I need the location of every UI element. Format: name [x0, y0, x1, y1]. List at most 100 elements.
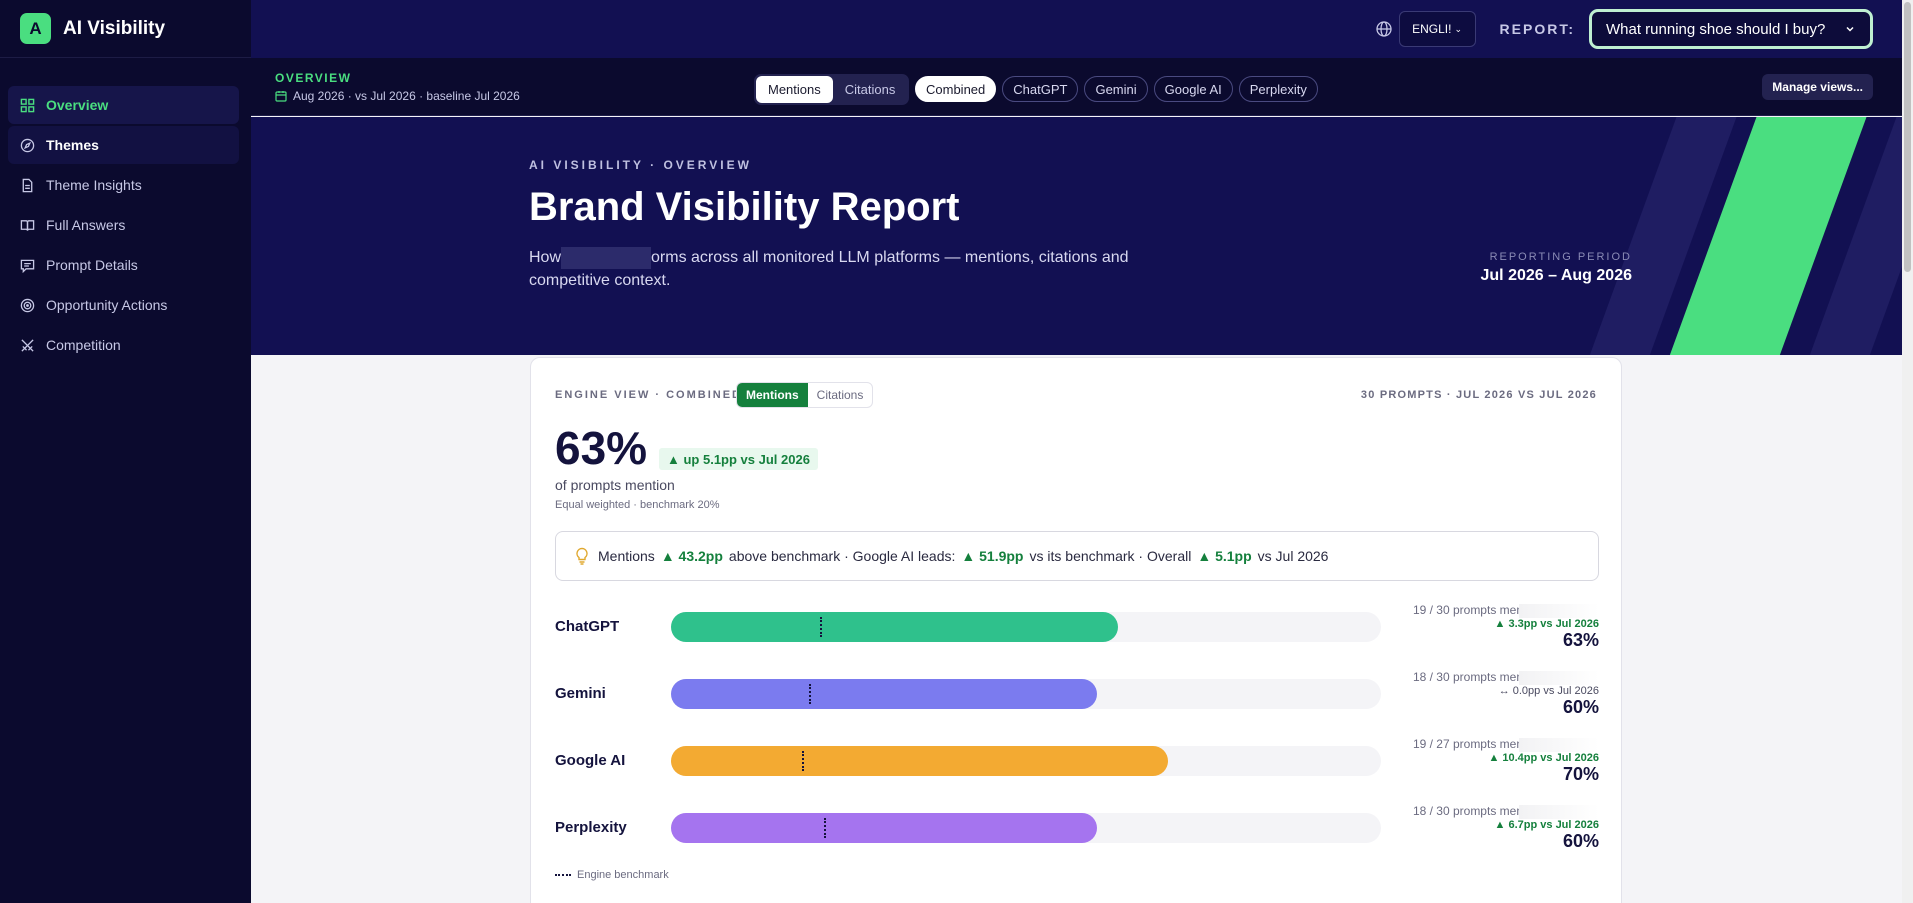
report-select-value: What running shoe should I buy?: [1606, 20, 1826, 38]
sidebar-item-themes[interactable]: Themes: [8, 126, 239, 164]
book-icon: [19, 217, 35, 233]
brand[interactable]: A AI Visibility: [0, 0, 251, 58]
engine-benchmark-marker: [823, 818, 826, 838]
filter-perplexity[interactable]: Perplexity: [1238, 76, 1318, 102]
engine-benchmark-marker: [802, 751, 805, 771]
redacted-brand: [1519, 670, 1599, 685]
language-select[interactable]: ENGLI! ⌄: [1398, 11, 1476, 47]
redacted-brand: [561, 246, 652, 269]
section-title: OVERVIEW: [275, 71, 352, 85]
compass-icon: [19, 137, 35, 153]
chevron-down-icon: ⌄: [1454, 23, 1462, 34]
globe-icon: [1375, 21, 1392, 37]
report-label: REPORT:: [1499, 21, 1575, 37]
engine-delta: ▲ 10.4pp vs Jul 2026: [1488, 751, 1599, 764]
engine-name: Google AI: [555, 752, 626, 769]
insight-banner: Mentions ▲ 43.2pp above benchmark · Goog…: [555, 531, 1599, 581]
insight-value: ▲ 51.9pp: [961, 548, 1024, 564]
report-select[interactable]: What running shoe should I buy?: [1589, 9, 1873, 49]
engine-prompt-count: 19 / 27 prompts men: [1399, 737, 1599, 752]
hero-kicker: AI VISIBILITY · OVERVIEW: [529, 158, 752, 172]
scrollbar-thumb[interactable]: [1904, 2, 1911, 272]
engine-bar-fill: [671, 679, 1097, 709]
sidebar-item-label: Themes: [46, 137, 99, 153]
redacted-brand: [1519, 804, 1599, 819]
engine-bar-fill: [671, 612, 1119, 642]
engine-percent: 60%: [1562, 830, 1599, 851]
app-name: AI Visibility: [63, 17, 166, 39]
sidebar-item-label: Competition: [46, 337, 121, 353]
engine-name: Gemini: [555, 685, 606, 702]
calendar-icon: [275, 91, 287, 102]
chevron-down-icon: [1846, 26, 1854, 32]
card-toggle-citations[interactable]: Citations: [816, 388, 864, 402]
engine-percent: 70%: [1562, 763, 1599, 784]
engine-row[interactable]: Google AI 19 / 27 prompts men ▲ 10.4pp v…: [555, 737, 1599, 787]
hero-desc-end: orms across all monitored LLM platforms …: [529, 249, 1129, 289]
app-logo: A: [20, 13, 51, 44]
sidebar: A AI Visibility Overview Themes Theme In…: [0, 0, 251, 903]
redacted-brand: [1519, 737, 1599, 752]
sidebar-item-theme-insights[interactable]: Theme Insights: [8, 166, 239, 204]
manage-views-button[interactable]: Manage views...: [1762, 74, 1873, 100]
sidebar-item-label: Opportunity Actions: [46, 297, 168, 313]
page-scrollbar[interactable]: [1902, 0, 1913, 903]
sidebar-item-prompt-details[interactable]: Prompt Details: [8, 246, 239, 284]
hero-banner: AI VISIBILITY · OVERVIEW Brand Visibilit…: [251, 117, 1903, 355]
engine-delta: ↔ 0.0pp vs Jul 2026: [1498, 684, 1599, 697]
card-toggle-mentions[interactable]: Mentions: [737, 383, 808, 407]
mention-line: of prompts mention: [555, 477, 675, 493]
target-icon: [19, 297, 35, 313]
engine-row[interactable]: Gemini 18 / 30 prompts men ↔ 0.0pp vs Ju…: [555, 670, 1599, 720]
toggle-citations[interactable]: Citations: [844, 82, 896, 97]
metric-toggle: Mentions Citations: [754, 74, 910, 105]
hero-description: How orms across all monitored LLM platfor…: [529, 246, 1129, 292]
card-meta: 30 PROMPTS · JUL 2026 VS JUL 2026: [1360, 389, 1597, 401]
insight-text: vs Jul 2026: [1257, 548, 1329, 564]
filter-combined[interactable]: Combined: [915, 76, 997, 102]
page-title: Brand Visibility Report: [529, 185, 960, 229]
engine-prompt-count: 18 / 30 prompts men: [1399, 670, 1599, 685]
toggle-mentions[interactable]: Mentions: [756, 76, 833, 103]
engine-view-card: ENGINE VIEW · COMBINED Mentions Citation…: [530, 357, 1622, 903]
insight-value: ▲ 43.2pp: [660, 548, 723, 564]
sidebar-item-opportunity-actions[interactable]: Opportunity Actions: [8, 286, 239, 324]
engine-row[interactable]: ChatGPT 19 / 30 prompts men ▲ 3.3pp vs J…: [555, 603, 1599, 653]
filter-google-ai[interactable]: Google AI: [1153, 76, 1233, 102]
sidebar-item-full-answers[interactable]: Full Answers: [8, 206, 239, 244]
sidebar-item-overview[interactable]: Overview: [8, 86, 239, 124]
benchmark-legend-marker: [555, 874, 571, 876]
engine-count-text: 18 / 30 prompts men: [1412, 670, 1523, 684]
sidebar-item-competition[interactable]: Competition: [8, 326, 239, 364]
message-icon: [19, 257, 35, 273]
engine-stats: 18 / 30 prompts men ↔ 0.0pp vs Jul 2026 …: [1399, 670, 1599, 718]
engine-delta: ▲ 6.7pp vs Jul 2026: [1494, 818, 1599, 831]
insight-value: ▲ 5.1pp: [1197, 548, 1252, 564]
legend-label: Engine benchmark: [577, 869, 669, 881]
card-metric-toggle: Mentions Citations: [736, 382, 874, 408]
engine-percent: 60%: [1562, 696, 1599, 717]
engine-bar-track: [671, 612, 1381, 642]
filter-chatgpt[interactable]: ChatGPT: [1002, 76, 1079, 102]
language-value: ENGLI!: [1412, 22, 1452, 36]
engine-benchmark-marker: [820, 617, 823, 637]
engine-benchmark-marker: [809, 684, 812, 704]
filter-gemini[interactable]: Gemini: [1084, 76, 1148, 102]
engine-count-text: 19 / 27 prompts men: [1412, 737, 1523, 751]
sub-header: OVERVIEW Aug 2026 · vs Jul 2026 · baseli…: [251, 58, 1903, 116]
sidebar-item-label: Prompt Details: [46, 257, 138, 273]
sidebar-item-label: Overview: [46, 97, 109, 113]
hero-desc-start: How: [529, 249, 562, 266]
top-header: ENGLI! ⌄ REPORT: What running shoe should…: [251, 0, 1903, 58]
engine-row[interactable]: Perplexity 18 / 30 prompts men ▲ 6.7pp v…: [555, 804, 1599, 854]
engine-percent: 63%: [1562, 629, 1599, 650]
engine-bar-track: [671, 813, 1381, 843]
grid-icon: [19, 97, 35, 113]
engine-count-text: 18 / 30 prompts men: [1412, 804, 1523, 818]
reporting-period-value: Jul 2026 – Aug 2026: [1480, 267, 1633, 284]
insight-text: vs its benchmark · Overall: [1029, 548, 1192, 564]
engine-stats: 18 / 30 prompts men ▲ 6.7pp vs Jul 2026 …: [1399, 804, 1599, 852]
chart-legend: Engine benchmark: [555, 869, 669, 881]
engine-stats: 19 / 27 prompts men ▲ 10.4pp vs Jul 2026…: [1399, 737, 1599, 785]
reporting-period-label: REPORTING PERIOD: [1489, 251, 1632, 263]
